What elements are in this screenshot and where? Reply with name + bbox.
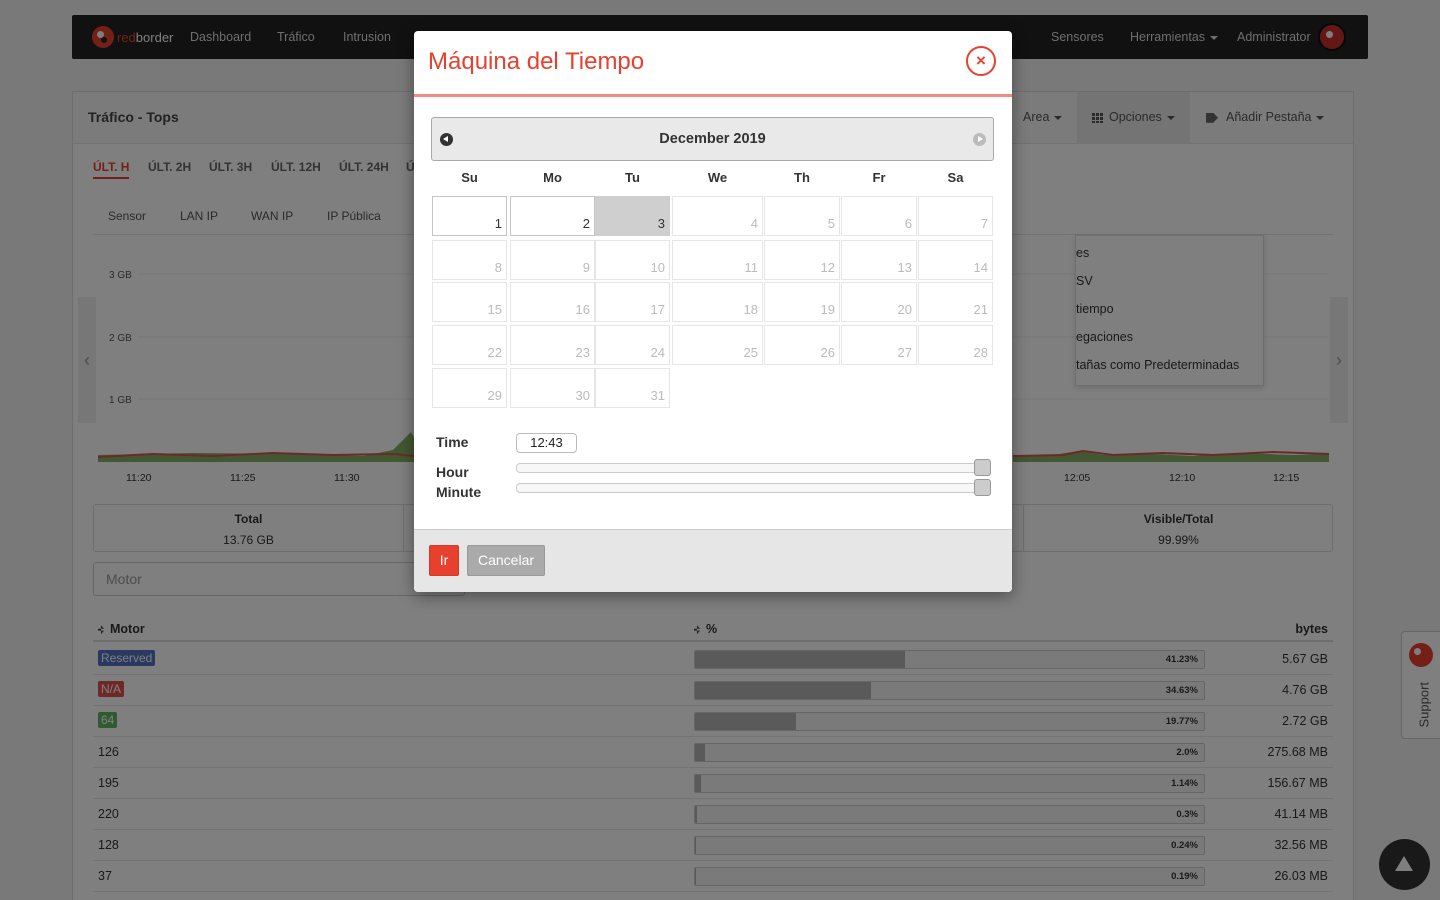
time-machine-modal: Máquina del Tiempo × December 2019 Su Mo T… <box>414 31 1012 592</box>
calendar-day: 4 <box>672 196 763 236</box>
calendar-day-number: 22 <box>487 345 502 360</box>
calendar-day-number: 30 <box>575 388 590 403</box>
calendar-day[interactable]: 3 <box>595 196 670 236</box>
modal-footer: Ir Cancelar <box>414 529 1012 592</box>
modal-title: Máquina del Tiempo <box>428 48 645 75</box>
calendar-day: 8 <box>432 240 507 280</box>
calendar-day-number: 27 <box>897 345 912 360</box>
time-value: 12:43 <box>516 433 577 453</box>
weekday-label: Th <box>794 170 810 185</box>
month-label: December 2019 <box>659 131 766 147</box>
calendar-day: 23 <box>510 325 595 365</box>
calendar-day-number: 25 <box>743 345 758 360</box>
time-label: Time <box>436 434 469 450</box>
calendar-day-number: 9 <box>582 260 590 275</box>
calendar-day: 14 <box>918 240 993 280</box>
calendar-day-number: 3 <box>657 216 665 231</box>
calendar-day-number: 18 <box>743 302 758 317</box>
calendar-day-number: 14 <box>973 260 988 275</box>
calendar-day: 10 <box>595 240 670 280</box>
calendar-day-number: 15 <box>487 302 502 317</box>
calendar-day: 29 <box>432 368 507 408</box>
minute-label: Minute <box>436 484 482 500</box>
calendar-day-number: 20 <box>897 302 912 317</box>
weekday-label: We <box>707 170 728 185</box>
calendar-day: 13 <box>841 240 917 280</box>
weekday-label: Fr <box>872 170 886 185</box>
calendar-day-number: 13 <box>897 260 912 275</box>
calendar-day: 6 <box>841 196 917 236</box>
calendar-day: 20 <box>841 282 917 322</box>
weekday-label: Su <box>461 170 478 185</box>
hour-slider-handle[interactable] <box>974 459 991 476</box>
calendar-day: 26 <box>764 325 840 365</box>
calendar-day-number: 1 <box>494 216 502 231</box>
calendar-day-number: 31 <box>650 388 665 403</box>
minute-slider-handle[interactable] <box>974 479 991 496</box>
calendar-day-number: 21 <box>973 302 988 317</box>
calendar-day: 21 <box>918 282 993 322</box>
calendar-day: 17 <box>595 282 670 322</box>
hour-slider[interactable] <box>516 463 990 473</box>
weekday-label: Sa <box>947 170 964 185</box>
calendar-day-number: 10 <box>650 260 665 275</box>
calendar-day: 11 <box>672 240 763 280</box>
calendar-day-number: 23 <box>575 345 590 360</box>
calendar-day: 28 <box>918 325 993 365</box>
cancel-button[interactable]: Cancelar <box>467 545 545 576</box>
calendar-day: 16 <box>510 282 595 322</box>
calendar-day-number: 4 <box>750 216 758 231</box>
prev-month-icon[interactable] <box>440 133 453 146</box>
calendar-day-number: 6 <box>904 216 912 231</box>
calendar-day: 12 <box>764 240 840 280</box>
calendar-day: 18 <box>672 282 763 322</box>
calendar-day: 15 <box>432 282 507 322</box>
close-button[interactable]: × <box>966 46 996 76</box>
calendar-day: 7 <box>918 196 993 236</box>
calendar-day-number: 7 <box>980 216 988 231</box>
minute-slider[interactable] <box>516 483 990 493</box>
calendar-day-number: 8 <box>494 260 502 275</box>
datepicker-header: December 2019 <box>431 117 994 161</box>
calendar-day-number: 29 <box>487 388 502 403</box>
modal-header: Máquina del Tiempo × <box>414 31 1012 97</box>
calendar-day-number: 19 <box>820 302 835 317</box>
next-month-icon[interactable] <box>973 133 986 146</box>
weekday-label: Tu <box>625 170 640 185</box>
calendar-day: 22 <box>432 325 507 365</box>
calendar-day-number: 2 <box>582 216 590 231</box>
calendar-day-number: 28 <box>973 345 988 360</box>
calendar-day-number: 17 <box>650 302 665 317</box>
calendar-day: 9 <box>510 240 595 280</box>
calendar-day-number: 12 <box>820 260 835 275</box>
calendar-day: 19 <box>764 282 840 322</box>
calendar-day: 5 <box>764 196 840 236</box>
calendar-day-number: 5 <box>827 216 835 231</box>
calendar-day: 24 <box>595 325 670 365</box>
calendar-day: 31 <box>595 368 670 408</box>
calendar-day-number: 16 <box>575 302 590 317</box>
weekday-label: Mo <box>543 170 562 185</box>
calendar-day: 30 <box>510 368 595 408</box>
calendar-day-number: 26 <box>820 345 835 360</box>
go-button[interactable]: Ir <box>429 545 459 576</box>
calendar-day-number: 24 <box>650 345 665 360</box>
hour-label: Hour <box>436 464 469 480</box>
calendar-day[interactable]: 2 <box>510 196 595 236</box>
calendar-day[interactable]: 1 <box>432 196 507 236</box>
calendar-day: 25 <box>672 325 763 365</box>
calendar-day: 27 <box>841 325 917 365</box>
calendar-day-number: 11 <box>744 260 759 275</box>
